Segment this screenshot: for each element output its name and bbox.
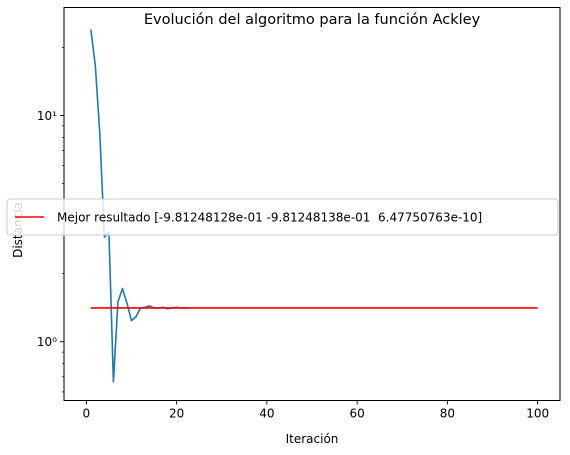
legend-label: Mejor resultado [-9.81248128e-01 -9.8124… <box>57 211 482 225</box>
y-axis: 10⁰ 10¹ <box>37 46 64 393</box>
legend-box <box>6 198 559 236</box>
x-tick-label: 0 <box>83 407 91 421</box>
x-tick-label: 20 <box>169 407 184 421</box>
chart-title: Evolución del algoritmo para la función … <box>144 12 481 28</box>
x-tick-label: 80 <box>440 407 455 421</box>
y-tick-label: 10¹ <box>37 109 57 123</box>
x-axis: 0 20 40 60 80 100 <box>83 400 549 421</box>
x-tick-label: 60 <box>349 407 364 421</box>
x-axis-label: Iteración <box>286 432 339 446</box>
legend: Mejor resultado [-9.81248128e-01 -9.8124… <box>6 198 559 236</box>
y-tick-label: 10⁰ <box>37 335 57 349</box>
x-tick-label: 100 <box>526 407 549 421</box>
x-tick-label: 40 <box>259 407 274 421</box>
plot-frame <box>63 7 561 401</box>
plot-area <box>63 7 561 401</box>
